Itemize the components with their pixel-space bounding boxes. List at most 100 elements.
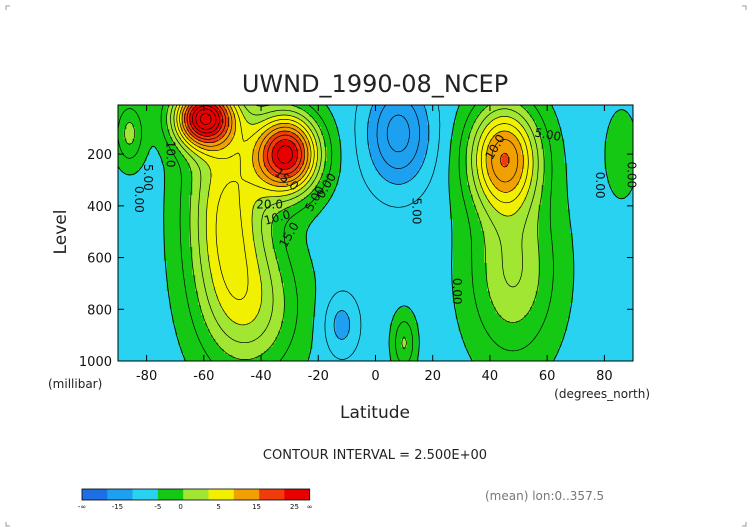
contour-fill-cell [329,137,334,140]
contour-fill-cell [255,123,259,126]
contour-fill-cell [246,123,251,126]
contour-fill-cell [209,137,214,140]
contour-fill-cell [438,131,442,134]
contour-fill-cell [421,129,425,132]
contour-fill-cell [149,123,153,126]
contour-fill-cell [140,105,145,108]
contour-fill-cell [169,129,173,132]
contour-fill-cell [509,135,514,138]
contour-fill-cell [266,129,271,132]
contour-fill-cell [544,113,548,116]
contour-fill-cell [421,131,425,134]
contour-fill-cell [341,113,345,116]
contour-fill-cell [324,115,328,118]
contour-fill-cell [286,117,291,120]
contour-fill-cell [598,105,603,108]
contour-fill-cell [344,105,348,108]
contour-fill-cell [381,107,385,110]
contour-fill-cell [266,119,271,122]
contour-fill-cell [584,109,588,112]
contour-fill-cell [261,119,265,122]
contour-fill-cell [335,133,339,136]
contour-fill-cell [132,119,136,122]
contour-fill-cell [129,125,133,128]
contour-fill-cell [232,111,236,114]
contour-fill-cell [146,125,151,128]
contour-fill-cell [301,133,305,136]
contour-fill-cell [578,135,583,138]
contour-fill-cell [384,131,388,134]
contour-fill-cell [604,129,608,132]
contour-fill-cell [481,129,485,132]
contour-fill-cell [152,133,156,136]
contour-fill-cell [278,119,282,122]
contour-fill-cell [595,117,600,120]
contour-fill-cell [163,137,168,140]
contour-fill-cell [180,107,185,110]
contour-fill-cell [527,121,531,124]
contour-fill-cell [464,125,468,128]
contour-fill-cell [384,133,388,136]
contour-fill-cell [578,111,583,114]
contour-fill-cell [298,115,302,118]
contour-fill-cell [464,127,468,130]
contour-fill-cell [458,129,462,132]
contour-fill-cell [140,137,145,140]
contour-fill-cell [464,109,468,112]
contour-fill-cell [441,113,445,116]
contour-fill-cell [315,113,319,116]
contour-fill-cell [512,125,517,128]
contour-fill-cell [126,117,131,120]
contour-fill-cell [286,111,291,114]
contour-fill-cell [458,111,462,114]
contour-fill-cell [630,135,633,138]
contour-fill-cell [278,133,282,136]
contour-fill-cell [406,131,411,134]
contour-fill-cell [295,109,299,112]
contour-fill-cell [498,121,502,124]
contour-fill-cell [481,123,485,126]
contour-fill-cell [221,113,225,116]
contour-fill-cell [252,107,256,110]
contour-fill-cell [378,117,382,120]
contour-fill-cell [140,117,145,120]
contour-fill-cell [404,135,408,138]
contour-fill-cell [255,111,259,114]
contour-fill-cell [484,133,488,136]
contour-fill-cell [406,121,411,124]
contour-fill-cell [186,109,191,112]
contour-fill-cell [295,119,299,122]
contour-fill-cell [441,135,445,138]
contour-fill-cell [384,107,388,110]
contour-fill-cell [527,107,531,110]
contour-fill-cell [229,131,234,134]
contour-fill-cell [335,125,339,128]
contour-fill-cell [309,135,314,138]
contour-fill-cell [621,133,626,136]
contour-fill-cell [152,115,156,118]
contour-fill-cell [289,121,294,124]
contour-fill-cell [258,107,262,110]
contour-fill-cell [412,127,417,130]
contour-fill-cell [301,109,305,112]
contour-fill-cell [487,115,491,118]
contour-fill-cell [221,105,225,108]
contour-fill-cell [515,109,520,112]
contour-fill-cell [241,131,245,134]
contour-fill-cell [630,107,633,110]
contour-fill-cell [449,105,454,108]
contour-fill-cell [547,117,551,120]
contour-fill-cell [306,121,311,124]
contour-fill-cell [607,127,611,130]
contour-fill-cell [272,109,276,112]
contour-fill-cell [501,135,505,138]
contour-fill-cell [406,135,411,138]
contour-fill-cell [538,129,543,132]
contour-fill-cell [544,115,548,118]
contour-fill-cell [578,125,583,128]
contour-fill-cell [303,109,308,112]
contour-fill-cell [364,125,368,128]
contour-fill-cell [598,121,603,124]
contour-fill-cell [278,131,282,134]
contour-fill-cell [349,135,354,138]
